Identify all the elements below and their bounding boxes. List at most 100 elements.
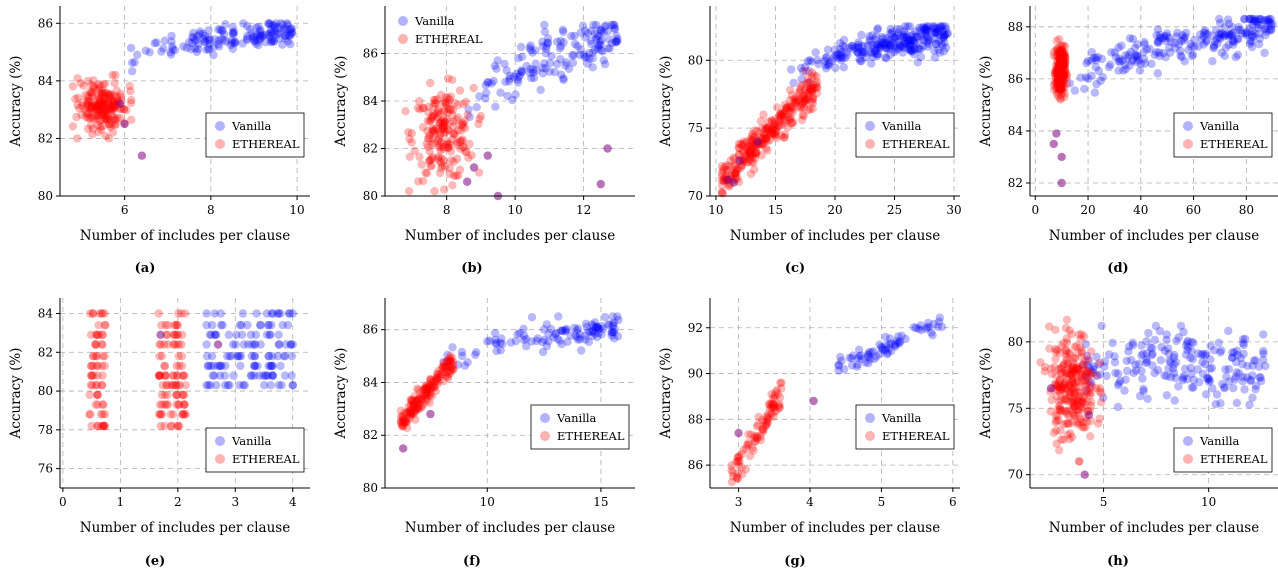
point-vanilla [886,50,895,59]
point-vanilla [905,42,914,52]
point-vanilla [805,56,814,65]
point-vanilla [841,42,850,52]
point-vanilla [1217,346,1226,355]
point-vanilla [1121,375,1130,384]
point-vanilla [538,347,548,357]
point-overlap [753,137,762,146]
point-vanilla [570,39,580,49]
point-ethereal [1058,67,1068,76]
point-vanilla [184,38,194,47]
point-ethereal [780,100,790,110]
point-vanilla [1233,34,1242,43]
point-vanilla [938,22,947,31]
point-ethereal [103,98,112,107]
point-vanilla [268,28,277,38]
point-vanilla [245,25,255,34]
point-ethereal [446,92,456,101]
point-vanilla [254,36,263,45]
point-ethereal [801,96,810,105]
point-ethereal [93,120,103,130]
point-ethereal [750,165,759,174]
point-vanilla [883,348,892,358]
point-vanilla [861,53,870,62]
point-vanilla [930,22,939,31]
point-vanilla [1110,48,1120,57]
point-vanilla [837,356,846,366]
point-ethereal [100,114,110,124]
point-ethereal [105,92,114,102]
point-vanilla [612,31,621,41]
point-vanilla [166,48,175,57]
point-vanilla [939,33,949,42]
point-vanilla [813,56,822,65]
point-vanilla [1093,52,1103,62]
point-vanilla [500,59,509,69]
point-ethereal [795,101,804,111]
point-vanilla [563,337,572,346]
point-ethereal [465,139,474,149]
x-axis-label: Number of includes per clause [730,228,940,244]
point-ethereal [102,98,112,108]
point-ethereal [798,110,807,120]
point-ethereal [452,138,462,147]
point-vanilla [864,41,873,50]
point-ethereal [719,167,728,176]
point-overlap [596,179,605,189]
point-ethereal [788,107,797,116]
point-vanilla [608,327,617,336]
point-ethereal [1055,75,1064,84]
point-ethereal [723,166,732,175]
point-ethereal [786,119,796,128]
point-vanilla [1229,28,1238,37]
point-ethereal [92,361,102,371]
point-vanilla [496,88,505,97]
y-tick-label: 80 [363,189,378,203]
point-vanilla [881,43,891,53]
point-vanilla [1234,22,1243,32]
point-ethereal [84,100,93,110]
point-ethereal [1055,79,1064,88]
point-ethereal [407,138,416,147]
point-ethereal [785,96,795,105]
point-vanilla [1231,53,1241,62]
point-ethereal [807,68,817,77]
point-vanilla [938,26,948,36]
point-ethereal [85,103,95,112]
point-vanilla [1251,356,1260,365]
point-ethereal [88,124,98,133]
point-vanilla [916,52,926,62]
point-vanilla [905,22,915,31]
point-ethereal [1097,398,1106,407]
point-ethereal [422,139,431,149]
point-ethereal [800,91,809,100]
point-ethereal [1051,355,1060,364]
point-vanilla [489,76,498,86]
point-vanilla [228,340,238,349]
point-ethereal [768,129,778,138]
point-vanilla [264,19,273,28]
point-vanilla [1124,50,1134,60]
point-vanilla [866,47,875,57]
point-vanilla [1065,79,1075,88]
point-ethereal [762,123,772,132]
point-vanilla [1212,34,1222,43]
point-ethereal [757,124,767,133]
point-ethereal [437,125,446,135]
point-ethereal [745,151,755,160]
point-ethereal [462,147,471,157]
point-ethereal [1060,49,1069,58]
point-ethereal [87,89,96,98]
point-vanilla [265,32,274,41]
point-ethereal [127,115,136,125]
point-ethereal [1059,47,1069,57]
point-ethereal [178,330,187,339]
point-vanilla [189,33,198,42]
point-ethereal [1057,60,1066,70]
point-ethereal [722,166,731,175]
point-ethereal [459,122,468,131]
point-vanilla [186,45,196,54]
point-vanilla [202,45,211,54]
point-vanilla [229,371,238,380]
point-vanilla [581,26,590,35]
point-vanilla [198,29,208,39]
